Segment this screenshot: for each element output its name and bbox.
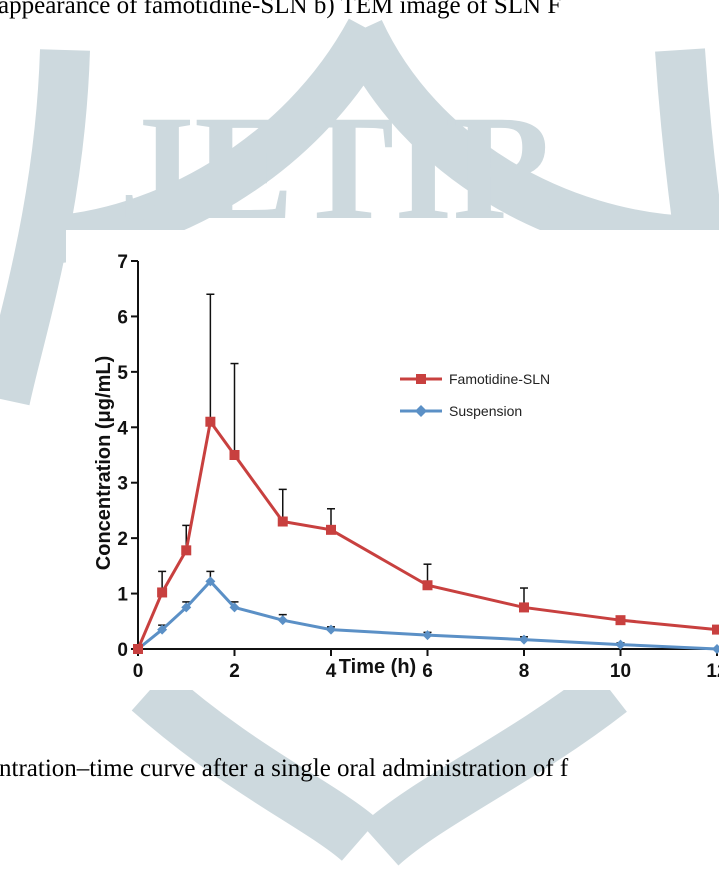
data-point xyxy=(278,517,288,527)
data-point xyxy=(326,525,336,535)
y-tick-label: 4 xyxy=(117,418,128,439)
data-point xyxy=(230,450,240,460)
legend-label: Famotidine-SLN xyxy=(449,371,550,387)
data-point xyxy=(519,602,529,612)
y-tick-label: 0 xyxy=(117,640,128,661)
data-point xyxy=(616,615,626,625)
data-point xyxy=(712,625,719,635)
legend-label: Suspension xyxy=(449,403,522,419)
data-point xyxy=(205,417,215,427)
data-point xyxy=(181,545,191,555)
y-tick-label: 2 xyxy=(117,529,128,550)
data-point xyxy=(133,644,143,654)
x-tick-label: 0 xyxy=(133,661,144,682)
x-tick-label: 12 xyxy=(706,661,719,682)
data-point xyxy=(423,580,433,590)
legend-marker xyxy=(416,374,426,384)
x-tick-label: 10 xyxy=(610,661,631,682)
y-tick-label: 5 xyxy=(117,363,128,384)
x-axis-label: Time (h) xyxy=(339,656,416,678)
y-tick-label: 6 xyxy=(117,307,128,328)
y-tick-label: 3 xyxy=(117,474,128,495)
x-tick-label: 4 xyxy=(326,661,337,682)
data-point xyxy=(157,587,167,597)
x-tick-label: 6 xyxy=(422,661,433,682)
y-tick-label: 1 xyxy=(117,585,128,606)
x-tick-label: 2 xyxy=(229,661,240,682)
x-tick-label: 8 xyxy=(519,661,530,682)
y-tick-label: 7 xyxy=(117,252,128,273)
y-axis-label: Concentration (μg/mL) xyxy=(93,356,115,570)
